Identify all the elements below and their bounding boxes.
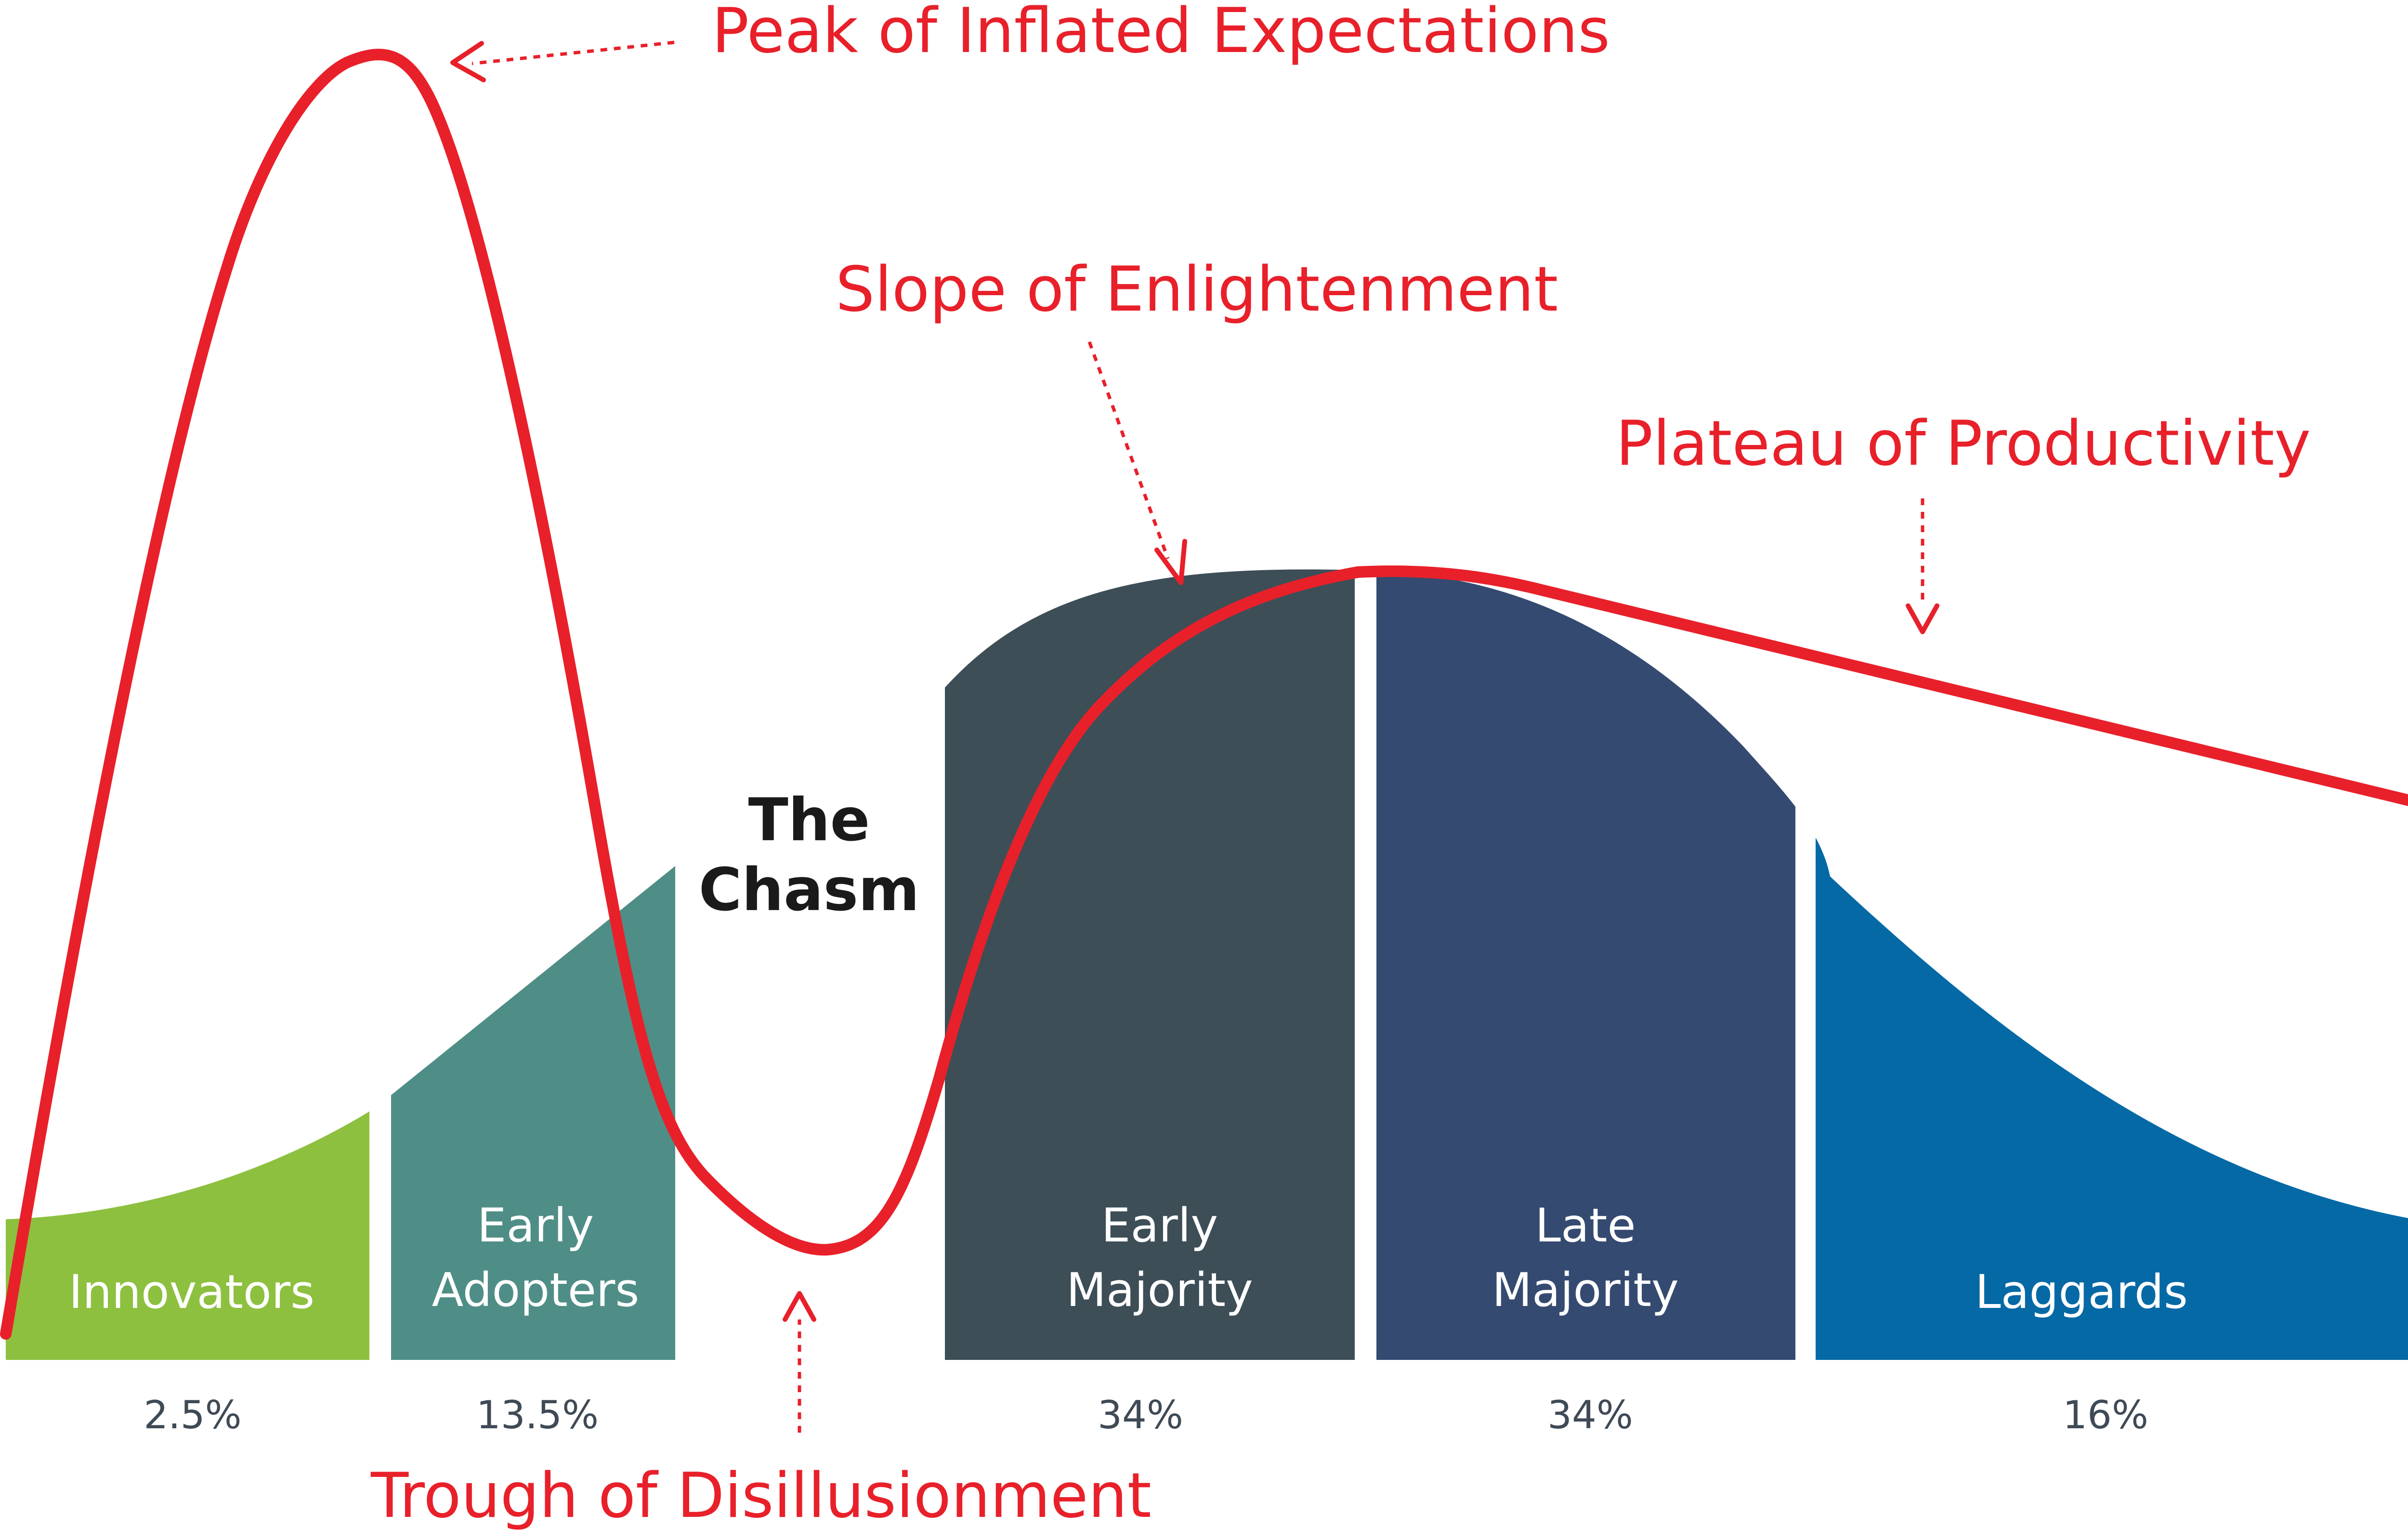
plateau-of-productivity-label: Plateau of Productivity xyxy=(1616,408,2311,480)
trough-of-disillusionment-label: Trough of Disillusionment xyxy=(370,1460,1152,1532)
late-majority-label-line1: Late xyxy=(1535,1199,1636,1253)
plateau-arrowhead xyxy=(1906,603,1939,634)
peak-arrow-line xyxy=(471,40,675,65)
early-majority-percent: 34% xyxy=(1098,1393,1183,1437)
innovators-percent: 2.5% xyxy=(144,1393,241,1437)
slope-arrowhead xyxy=(1154,539,1187,585)
segment-innovators xyxy=(6,569,369,1360)
laggards-percent: 16% xyxy=(2063,1393,2148,1437)
early-adopters-percent: 13.5% xyxy=(476,1393,599,1437)
late-majority-label-line2: Majority xyxy=(1492,1263,1679,1317)
laggards-label: Laggards xyxy=(1975,1265,2188,1319)
segment-early-majority xyxy=(945,569,1355,1360)
early-adopters-label-line2: Adopters xyxy=(432,1263,640,1317)
late-majority-percent: 34% xyxy=(1547,1393,1633,1437)
early-majority-label-line1: Early xyxy=(1101,1199,1218,1253)
hype-cycle-curve xyxy=(0,49,2408,1340)
peak-of-inflated-expectations-label: Peak of Inflated Expectations xyxy=(712,0,1610,67)
slope-arrow-line xyxy=(1087,341,1170,560)
chasm-label-line1: The xyxy=(748,786,870,854)
peak-arrowhead xyxy=(450,41,486,82)
trough-arrowhead xyxy=(783,1291,816,1322)
early-majority-label-line2: Majority xyxy=(1066,1263,1253,1317)
slope-of-enlightenment-label: Slope of Enlightenment xyxy=(836,254,1558,326)
chasm-label-line2: Chasm xyxy=(699,856,919,924)
early-adopters-label-line1: Early xyxy=(477,1199,594,1253)
segment-laggards xyxy=(1816,569,2408,1360)
innovators-label: Innovators xyxy=(69,1265,314,1319)
